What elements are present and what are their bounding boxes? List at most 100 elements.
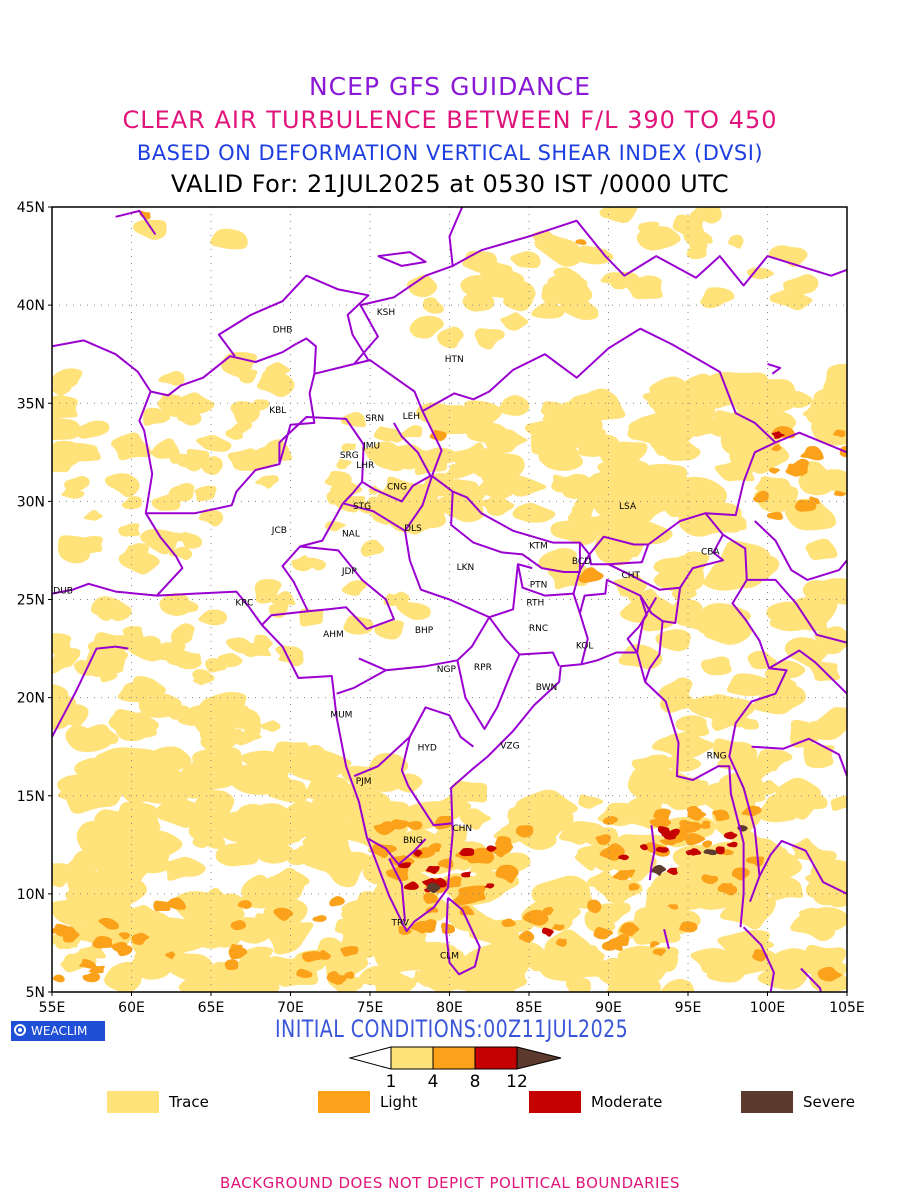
turbulence-patch bbox=[121, 496, 142, 510]
turbulence-patch bbox=[667, 867, 678, 875]
turbulence-patch bbox=[167, 897, 187, 910]
aral-shore bbox=[115, 209, 157, 236]
turbulence-patch bbox=[726, 673, 772, 697]
turbulence-patch bbox=[133, 219, 167, 240]
turbulence-patch bbox=[584, 388, 611, 407]
station-label: PTN bbox=[530, 581, 548, 591]
turbulence-patch bbox=[638, 221, 660, 234]
turbulence-patch bbox=[171, 623, 195, 645]
turbulence-patch bbox=[784, 637, 829, 668]
state-line bbox=[336, 669, 387, 695]
state-line bbox=[636, 596, 658, 653]
turbulence-patch bbox=[143, 407, 171, 426]
station-label: DLS bbox=[404, 524, 422, 534]
turbulence-patch bbox=[459, 808, 492, 830]
boundary-north bbox=[353, 359, 724, 683]
turbulence-patch bbox=[578, 794, 604, 809]
turbulence-patch bbox=[495, 836, 514, 851]
turbulence-patch bbox=[452, 780, 488, 803]
turbulence-patch bbox=[260, 720, 281, 732]
turbulence-patch bbox=[630, 765, 680, 798]
turbulence-patch bbox=[241, 720, 262, 736]
turbulence-patch bbox=[474, 328, 505, 350]
turbulence-patch bbox=[550, 514, 598, 545]
turbulence-patch bbox=[106, 656, 125, 668]
turbulence-patch bbox=[255, 475, 279, 489]
turbulence-patch bbox=[734, 756, 774, 783]
state-line bbox=[388, 858, 406, 922]
turbulence-patch bbox=[54, 923, 72, 937]
legend-swatch-severe bbox=[741, 1091, 793, 1113]
coastlines-boundaries bbox=[52, 207, 847, 992]
coastline-oman bbox=[52, 645, 129, 738]
station-label: MUM bbox=[330, 710, 352, 720]
station-label: LEH bbox=[403, 412, 420, 422]
turbulence-patch bbox=[766, 511, 784, 520]
turbulence-patch bbox=[649, 816, 672, 829]
turbulence-patch bbox=[360, 539, 385, 557]
turbulence-patch bbox=[649, 941, 660, 948]
colorbar-max-arrow bbox=[516, 1046, 562, 1070]
turbulence-patch bbox=[217, 653, 243, 668]
boundary-pakistan-afghanistan bbox=[144, 363, 355, 597]
turbulence-patch bbox=[599, 843, 625, 861]
turbulence-patch bbox=[587, 899, 602, 914]
turbulence-patch bbox=[256, 370, 295, 398]
station-label: RTH bbox=[526, 598, 544, 608]
boundary-yunnan bbox=[754, 520, 847, 581]
turbulence-patch bbox=[500, 312, 529, 331]
turbulence-patch bbox=[574, 245, 614, 265]
station-label: CHN bbox=[452, 824, 472, 834]
station-label: SRN bbox=[365, 414, 384, 424]
station-label: BCD bbox=[572, 557, 591, 567]
turbulence-patch bbox=[510, 251, 541, 269]
turbulence-patch bbox=[64, 475, 90, 492]
turbulence-patch bbox=[118, 801, 161, 835]
turbulence-patch bbox=[162, 650, 189, 666]
turbulence-patch bbox=[705, 775, 759, 808]
station-label: KSH bbox=[377, 308, 395, 318]
turbulence-patch bbox=[495, 864, 519, 884]
state-line bbox=[456, 651, 561, 730]
station-label: PJM bbox=[356, 777, 372, 787]
turbulence-patch bbox=[423, 892, 438, 904]
turbulence-patch bbox=[584, 904, 610, 923]
turbulence-patch bbox=[822, 876, 847, 905]
turbulence-patch bbox=[359, 501, 390, 515]
turbulence-patch bbox=[639, 952, 679, 973]
turbulence-patch bbox=[221, 352, 258, 378]
turbulence-patch bbox=[742, 886, 770, 904]
turbulence-patch bbox=[712, 809, 730, 822]
turbulence-patch bbox=[116, 945, 133, 957]
turbulence-patch bbox=[357, 965, 390, 986]
station-label: SRG bbox=[340, 451, 359, 461]
state-line bbox=[358, 616, 491, 672]
turbulence-patch bbox=[606, 974, 661, 992]
boundary-thai-laos bbox=[751, 737, 847, 777]
colorbar: 1 4 8 12 bbox=[348, 1046, 562, 1092]
turbulence-patch bbox=[687, 808, 707, 821]
state-line bbox=[404, 530, 533, 619]
boundary-laos bbox=[768, 649, 847, 695]
turbulence-patch bbox=[157, 399, 199, 418]
legend-swatch-moderate bbox=[529, 1091, 581, 1113]
turbulence-patch bbox=[785, 463, 805, 477]
turbulence-patch bbox=[484, 883, 495, 889]
station-label: TRV bbox=[390, 918, 409, 928]
turbulence-patch bbox=[343, 615, 374, 635]
turbulence-patch bbox=[741, 805, 762, 817]
turbulence-patch bbox=[52, 863, 79, 888]
station-label: KBL bbox=[269, 406, 286, 416]
turbulence-patch bbox=[409, 315, 444, 339]
turbulence-patch bbox=[538, 548, 577, 574]
turbulence-patch bbox=[400, 424, 423, 438]
turbulence-patch bbox=[460, 871, 471, 878]
turbulence-patch bbox=[577, 567, 604, 583]
turbulence-patch bbox=[334, 918, 359, 935]
turbulence-patch bbox=[426, 882, 441, 894]
state-line bbox=[572, 553, 591, 594]
turbulence-patch bbox=[512, 502, 556, 523]
turbulence-patch bbox=[600, 442, 639, 465]
turbulence-patch bbox=[452, 442, 499, 472]
